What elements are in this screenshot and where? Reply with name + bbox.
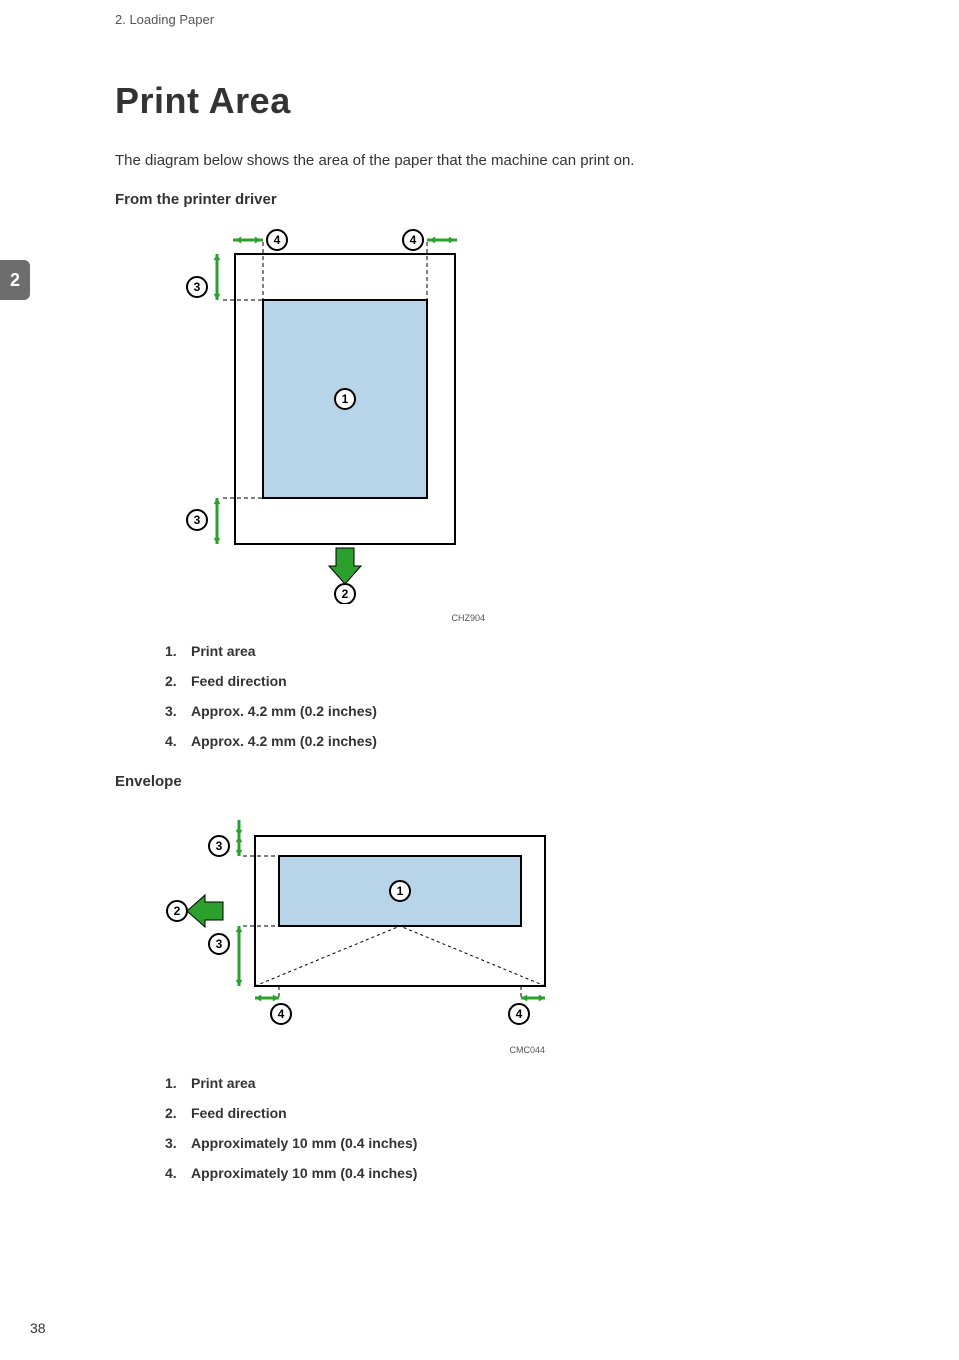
page-content: Print Area The diagram below shows the a… (115, 80, 855, 1205)
diagram1-code: CHZ904 (165, 613, 485, 623)
legend-item: Approximately 10 mm (0.4 inches) (165, 1135, 855, 1151)
legend-envelope: Print area Feed direction Approximately 10… (165, 1075, 855, 1181)
legend-printer-driver: Print area Feed direction Approx. 4.2 mm (… (165, 643, 855, 749)
chapter-tab: 2 (0, 260, 30, 300)
section2-heading: Envelope (115, 773, 855, 790)
diagram-envelope: 1 2 3 3 4 4 CMC044 (165, 806, 855, 1055)
legend-item: Approx. 4.2 mm (0.2 inches) (165, 703, 855, 719)
page-title: Print Area (115, 80, 855, 122)
svg-text:4: 4 (274, 233, 281, 247)
page-number: 38 (30, 1320, 46, 1336)
svg-text:3: 3 (194, 280, 201, 294)
svg-text:4: 4 (516, 1007, 523, 1021)
svg-text:3: 3 (194, 513, 201, 527)
chapter-header: 2. Loading Paper (115, 12, 214, 27)
svg-text:3: 3 (216, 937, 223, 951)
diagram-printer-driver: 4 4 3 3 1 2 CHZ904 (165, 224, 855, 623)
diagram2-code: CMC044 (165, 1045, 545, 1055)
legend-item: Approx. 4.2 mm (0.2 inches) (165, 733, 855, 749)
svg-text:4: 4 (410, 233, 417, 247)
legend-item: Approximately 10 mm (0.4 inches) (165, 1165, 855, 1181)
svg-text:2: 2 (342, 587, 349, 601)
svg-text:1: 1 (397, 884, 404, 898)
svg-text:4: 4 (278, 1007, 285, 1021)
svg-text:1: 1 (342, 392, 349, 406)
intro-text: The diagram below shows the area of the … (115, 152, 855, 169)
section1-heading: From the printer driver (115, 191, 855, 208)
legend-item: Print area (165, 643, 855, 659)
legend-item: Print area (165, 1075, 855, 1091)
svg-text:3: 3 (216, 839, 223, 853)
legend-item: Feed direction (165, 673, 855, 689)
legend-item: Feed direction (165, 1105, 855, 1121)
svg-text:2: 2 (174, 904, 181, 918)
